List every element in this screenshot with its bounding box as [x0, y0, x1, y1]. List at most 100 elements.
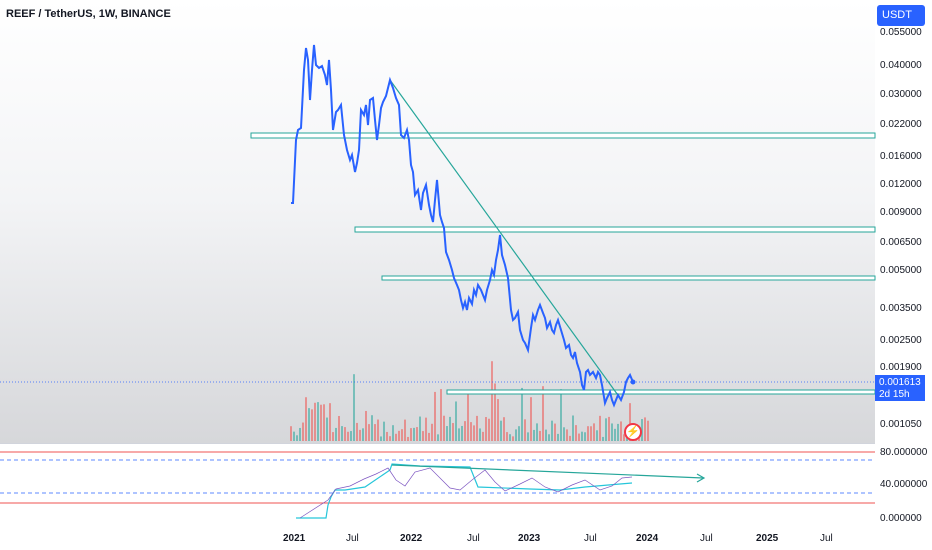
last-price-tag: 0.001613 2d 15h	[875, 375, 925, 401]
volume-bar	[449, 416, 451, 441]
indicator-pane[interactable]	[0, 443, 875, 525]
volume-bar	[545, 429, 547, 441]
volume-bar	[452, 423, 454, 441]
price-axis-tick: 0.003500	[880, 303, 922, 314]
volume-bar	[566, 429, 568, 441]
volume-bar	[569, 435, 571, 441]
volume-bar	[506, 432, 508, 441]
volume-bar	[338, 415, 340, 441]
volume-bar	[386, 431, 388, 441]
volume-bar	[383, 421, 385, 441]
volume-bar	[536, 423, 538, 441]
price-axis-tick: 0.005000	[880, 265, 922, 276]
volume-bar	[347, 431, 349, 441]
volume-bar	[617, 423, 619, 441]
volume-bar	[314, 402, 316, 441]
volume-bar	[470, 422, 472, 441]
volume-bar	[401, 429, 403, 441]
volume-bar	[413, 427, 415, 441]
volume-bar	[647, 420, 649, 441]
volume-bar	[461, 425, 463, 441]
horizontal-zones	[250, 132, 876, 395]
zone-rectangle[interactable]	[354, 226, 876, 233]
price-axis-tick: 0.040000	[880, 60, 922, 71]
volume-bar	[455, 401, 457, 441]
time-axis-tick: Jul	[346, 533, 359, 544]
volume-bar	[302, 422, 304, 441]
zone-rectangle[interactable]	[381, 275, 876, 281]
volume-bar	[503, 417, 505, 441]
price-axis-tick: 0.016000	[880, 151, 922, 162]
time-axis-tick: 2025	[756, 533, 779, 544]
time-axis[interactable]	[0, 525, 932, 550]
pane-separator[interactable]	[0, 443, 932, 444]
time-axis-tick: Jul	[467, 533, 480, 544]
volume-bar	[299, 427, 301, 441]
volume-bar	[296, 435, 298, 441]
volume-bars	[290, 361, 649, 441]
volume-bar	[389, 436, 391, 441]
time-axis-tick: 2023	[518, 533, 541, 544]
volume-bar	[557, 433, 559, 441]
volume-bar	[362, 428, 364, 441]
symbol-title: REEF / TetherUS, 1W, BINANCE	[6, 8, 171, 20]
volume-bar	[428, 432, 430, 441]
volume-bar	[422, 431, 424, 441]
zone-rectangle[interactable]	[250, 132, 876, 139]
volume-bar	[515, 429, 517, 441]
volume-bar	[512, 436, 514, 441]
volume-bar	[497, 399, 499, 441]
time-axis-tick: Jul	[700, 533, 713, 544]
last-price-value: 0.001613	[879, 377, 921, 388]
price-axis-tick: 0.022000	[880, 119, 922, 130]
volume-bar	[590, 426, 592, 441]
time-axis-tick: 2022	[400, 533, 423, 544]
volume-bar	[311, 409, 313, 441]
volume-bar	[395, 433, 397, 441]
volume-bar	[605, 418, 607, 441]
volume-bar	[407, 436, 409, 441]
volume-bar	[341, 426, 343, 441]
indicator-axis-tick: 40.000000	[880, 479, 928, 490]
volume-bar	[359, 429, 361, 441]
price-axis-tick: 0.001900	[880, 362, 922, 373]
volume-bar	[482, 431, 484, 441]
volume-bar	[494, 383, 496, 441]
price-axis[interactable]	[875, 0, 932, 525]
volume-bar	[305, 397, 307, 441]
volume-bar	[473, 425, 475, 441]
volume-bar	[365, 410, 367, 441]
currency-button[interactable]: USDT	[877, 5, 925, 26]
price-pane[interactable]	[0, 0, 875, 443]
volume-bar	[560, 389, 562, 441]
bar-countdown: 2d 15h	[879, 389, 910, 400]
descending-trend-line	[389, 79, 621, 399]
volume-bar	[344, 427, 346, 441]
volume-bar	[572, 415, 574, 441]
volume-bar	[368, 424, 370, 441]
volume-bar	[416, 427, 418, 441]
volume-bar	[377, 419, 379, 441]
volume-bar	[563, 427, 565, 441]
volume-bar	[425, 417, 427, 441]
volume-bar	[539, 430, 541, 441]
time-axis-tick: 2024	[636, 533, 659, 544]
volume-bar	[323, 404, 325, 441]
volume-bar	[293, 431, 295, 441]
volume-bar	[623, 434, 625, 441]
volume-bar	[380, 436, 382, 441]
volume-bar	[329, 403, 331, 441]
volume-bar	[356, 422, 358, 441]
volume-bar	[491, 361, 493, 441]
lightning-icon[interactable]: ⚡	[624, 423, 642, 441]
volume-bar	[392, 425, 394, 441]
volume-bar	[431, 423, 433, 441]
zone-rectangle[interactable]	[446, 389, 876, 395]
time-axis-tick: Jul	[820, 533, 833, 544]
volume-bar	[581, 431, 583, 441]
volume-bar	[509, 434, 511, 441]
volume-bar	[530, 397, 532, 441]
volume-bar	[464, 421, 466, 441]
